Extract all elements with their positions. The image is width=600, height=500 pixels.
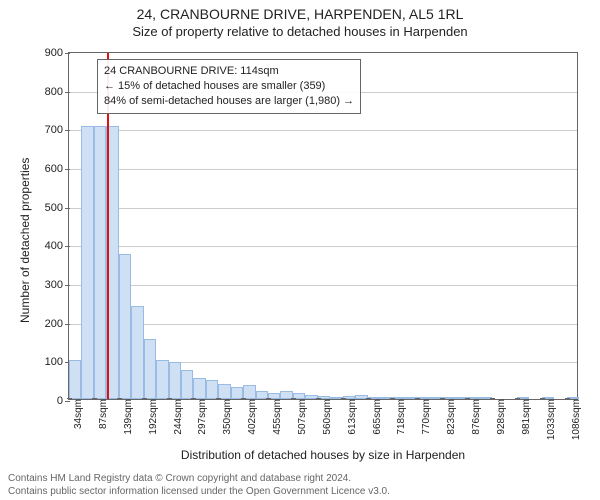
y-tick: 400 [45, 240, 69, 252]
x-tick: 560sqm [320, 363, 335, 399]
y-tick: 0 [57, 395, 69, 407]
info-line-3: 84% of semi-detached houses are larger (… [104, 94, 354, 109]
y-tick: 200 [45, 318, 69, 330]
x-tick: 1033sqm [544, 358, 559, 399]
x-tick: 350sqm [220, 363, 235, 399]
x-tick: 244sqm [171, 363, 186, 399]
footer-attribution: Contains HM Land Registry data © Crown c… [0, 472, 600, 498]
chart-container: 24, CRANBOURNE DRIVE, HARPENDEN, AL5 1RL… [0, 0, 600, 500]
histogram-bar [94, 126, 106, 399]
info-line-2: ← 15% of detached houses are smaller (35… [104, 79, 354, 94]
info-box: 24 CRANBOURNE DRIVE: 114sqm ← 15% of det… [97, 59, 361, 114]
chart-subtitle: Size of property relative to detached ho… [0, 22, 600, 39]
x-tick: 139sqm [121, 363, 136, 399]
footer-line-1: Contains HM Land Registry data © Crown c… [8, 472, 592, 485]
chart-title: 24, CRANBOURNE DRIVE, HARPENDEN, AL5 1RL [0, 0, 600, 22]
y-tick: 100 [45, 356, 69, 368]
info-line-1: 24 CRANBOURNE DRIVE: 114sqm [104, 64, 354, 79]
x-tick: 34sqm [71, 369, 86, 399]
x-tick: 823sqm [444, 363, 459, 399]
x-tick: 455sqm [270, 363, 285, 399]
y-tick: 500 [45, 202, 69, 214]
gridline [69, 130, 577, 131]
gridline [69, 208, 577, 209]
x-tick: 402sqm [245, 363, 260, 399]
x-axis-label: Distribution of detached houses by size … [68, 448, 578, 462]
y-tick: 700 [45, 124, 69, 136]
y-tick: 300 [45, 279, 69, 291]
gridline [69, 169, 577, 170]
gridline [69, 246, 577, 247]
x-tick: 1086sqm [569, 358, 584, 399]
y-tick: 600 [45, 163, 69, 175]
y-axis-label: Number of detached properties [18, 158, 32, 323]
x-tick: 613sqm [345, 363, 360, 399]
plot-area: 010020030040050060070080090034sqm87sqm13… [68, 52, 578, 400]
x-tick: 665sqm [370, 363, 385, 399]
x-tick: 770sqm [419, 363, 434, 399]
y-tick: 800 [45, 86, 69, 98]
x-tick: 876sqm [469, 363, 484, 399]
x-tick: 718sqm [394, 363, 409, 399]
x-tick: 981sqm [519, 363, 534, 399]
y-tick: 900 [45, 47, 69, 59]
gridline [69, 324, 577, 325]
footer-line-2: Contains public sector information licen… [8, 485, 592, 498]
gridline [69, 285, 577, 286]
x-tick: 297sqm [195, 363, 210, 399]
x-tick: 192sqm [146, 363, 161, 399]
x-tick: 507sqm [295, 363, 310, 399]
histogram-bar [81, 126, 93, 399]
x-tick: 928sqm [494, 363, 509, 399]
